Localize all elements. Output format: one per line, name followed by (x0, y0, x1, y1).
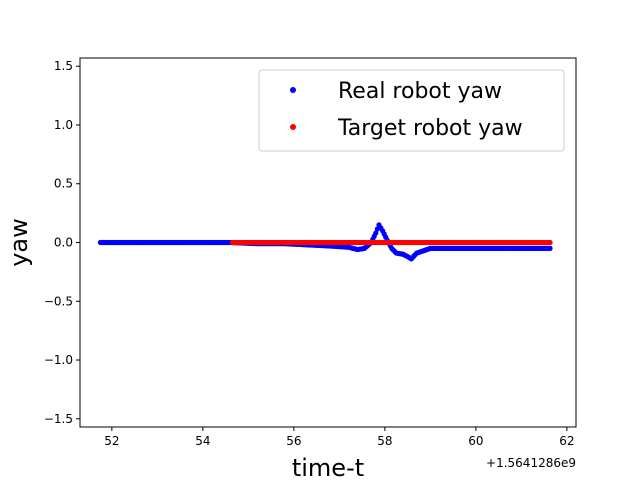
data-point (547, 239, 553, 246)
x-tick-label: 58 (377, 434, 392, 448)
y-tick-label: −1.0 (44, 353, 73, 367)
y-axis-label: yaw (5, 218, 33, 267)
y-tick-label: 0.5 (54, 177, 73, 191)
series-1 (229, 239, 553, 246)
legend-entry-target-robot-yaw: Target robot yaw (337, 116, 523, 141)
y-tick-label: 1.0 (54, 118, 73, 132)
y-tick-label: −1.5 (44, 412, 73, 426)
x-tick-label: 62 (559, 434, 574, 448)
data-point (373, 230, 379, 236)
data-point (547, 245, 553, 251)
legend-marker-real-robot-yaw (290, 87, 296, 93)
y-tick-label: −0.5 (44, 294, 73, 308)
series-layer (97, 222, 553, 262)
x-axis-label: time-t (292, 454, 364, 480)
ticks-layer: 52 54 56 58 60 62 −1.5 −1.0 −0.5 0.0 0.5 1.0 1.5 (44, 59, 575, 448)
x-tick-label: 60 (468, 434, 483, 448)
x-axis-offset: +1.5641286e9 (486, 456, 576, 470)
legend-entry-real-robot-yaw: Real robot yaw (338, 79, 502, 104)
y-tick-label: 0.0 (54, 236, 73, 250)
x-tick-label: 54 (195, 434, 210, 448)
legend-box (258, 69, 565, 152)
legend-marker-target-robot-yaw (290, 124, 296, 130)
y-tick-label: 1.5 (54, 59, 73, 73)
legend: Real robot yaw Target robot yaw (258, 69, 565, 152)
x-tick-label: 52 (104, 434, 119, 448)
x-tick-label: 56 (286, 434, 301, 448)
